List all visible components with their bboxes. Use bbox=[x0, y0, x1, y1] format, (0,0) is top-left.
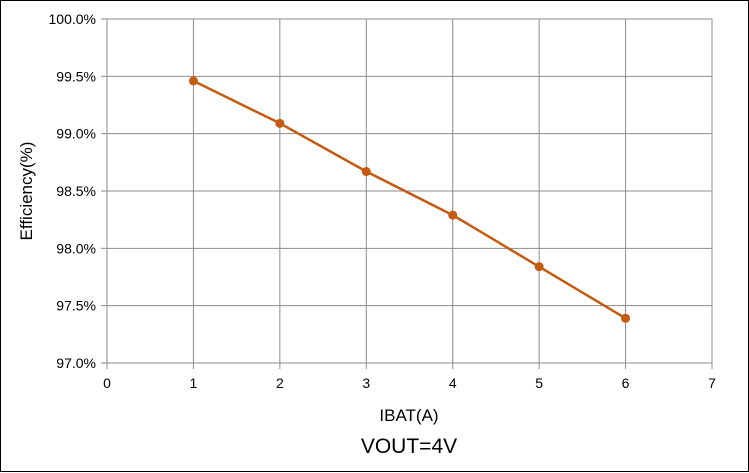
data-point bbox=[361, 167, 371, 177]
y-tick-label: 97.5% bbox=[56, 298, 96, 314]
y-tick-label: 99.5% bbox=[56, 68, 96, 84]
series-layer bbox=[188, 76, 631, 323]
x-tick-label: 0 bbox=[103, 375, 111, 391]
data-point bbox=[188, 76, 198, 86]
x-tick-label: 3 bbox=[362, 375, 370, 391]
data-point bbox=[621, 313, 631, 323]
x-tick-label: 6 bbox=[622, 375, 630, 391]
y-tick-label: 97.0% bbox=[56, 355, 96, 371]
y-tick-label: 98.0% bbox=[56, 240, 96, 256]
x-tick-label: 2 bbox=[276, 375, 284, 391]
y-tick-label: 100.0% bbox=[49, 11, 96, 27]
chart-title: VOUT=4V bbox=[361, 435, 457, 458]
x-axis-label: IBAT(A) bbox=[379, 406, 438, 425]
x-tick-label: 7 bbox=[708, 375, 716, 391]
tick-labels: 0 1 2 3 4 5 6 7 97.0% 97.5% 98.0% 98.5% 99.0% 99.5% 10… bbox=[49, 11, 717, 391]
data-point bbox=[448, 210, 458, 220]
y-tick-label: 99.0% bbox=[56, 126, 96, 142]
axes bbox=[101, 18, 713, 369]
x-tick-label: 5 bbox=[535, 375, 543, 391]
x-tick-label: 4 bbox=[449, 375, 457, 391]
y-tick-label: 98.5% bbox=[56, 183, 96, 199]
gridlines bbox=[106, 18, 713, 364]
data-point bbox=[534, 262, 544, 272]
data-point bbox=[275, 118, 285, 128]
series-line bbox=[192, 79, 627, 320]
x-tick-label: 1 bbox=[190, 375, 198, 391]
y-axis-label: Efficiency(%) bbox=[17, 142, 36, 241]
